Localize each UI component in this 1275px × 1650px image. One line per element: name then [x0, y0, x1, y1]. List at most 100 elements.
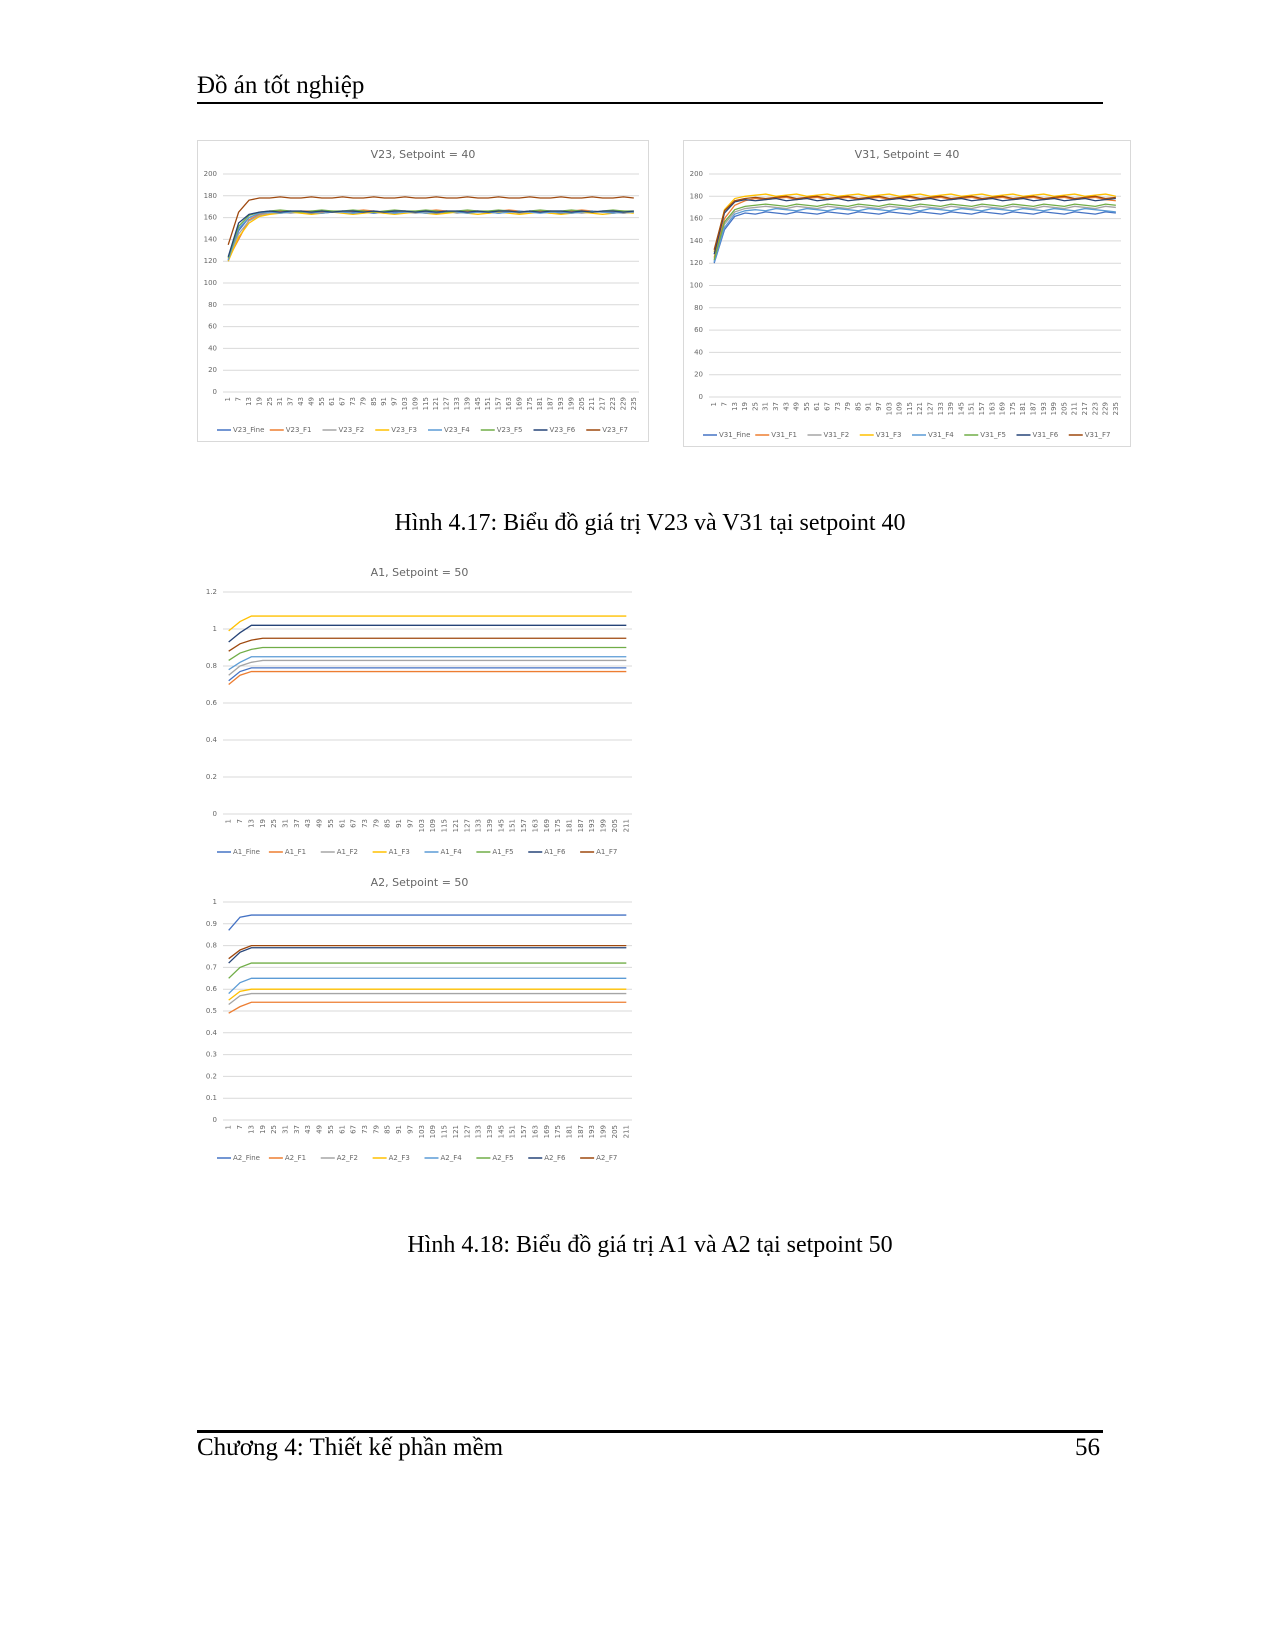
y-tick-label: 0.3 — [206, 1051, 217, 1059]
legend-label: A1_F4 — [441, 848, 463, 856]
legend-label: A1_F2 — [337, 848, 358, 856]
x-tick-label: 157 — [495, 397, 503, 410]
x-tick-label: 193 — [588, 819, 596, 832]
legend-label: V23_F4 — [444, 426, 470, 434]
x-tick-label: 43 — [782, 402, 790, 411]
x-tick-label: 97 — [391, 397, 399, 406]
chart-title: A2, Setpoint = 50 — [371, 876, 469, 889]
series-line — [228, 914, 627, 931]
x-tick-label: 61 — [813, 402, 821, 411]
x-tick-label: 211 — [622, 819, 630, 832]
series-line — [228, 667, 627, 682]
x-tick-label: 133 — [475, 1125, 483, 1138]
series-line — [228, 992, 627, 1005]
caption: Hình 4.18: Biểu đồ giá trị A1 và A2 tại … — [407, 1232, 893, 1258]
x-tick-label: 127 — [463, 1125, 471, 1138]
series-line — [228, 615, 627, 632]
x-tick-label: 151 — [484, 397, 492, 410]
legend-label: V31_F1 — [771, 431, 797, 439]
x-tick-label: 163 — [531, 819, 539, 832]
chart-border — [683, 140, 1131, 447]
x-tick-label: 91 — [865, 402, 873, 411]
x-tick-label: 61 — [338, 1125, 346, 1134]
chart-border — [197, 140, 649, 442]
legend-label: A1_Fine — [233, 848, 260, 856]
legend-label: A1_F5 — [492, 848, 513, 856]
chart: A2, Setpoint = 50 0 0.1 0.2 0.3 0.4 0.5 0.6 0.7 0… — [206, 876, 632, 1162]
x-tick-label: 157 — [978, 402, 986, 415]
x-tick-label: 103 — [418, 819, 426, 832]
x-tick-label: 139 — [486, 1125, 494, 1138]
x-tick-label: 187 — [547, 397, 555, 410]
legend-label: V31_F4 — [928, 431, 954, 439]
x-tick-label: 163 — [505, 397, 513, 410]
y-tick-label: 60 — [208, 323, 217, 331]
y-tick-label: 0.7 — [206, 963, 217, 971]
legend-label: A2_F4 — [441, 1154, 463, 1162]
x-tick-label: 235 — [1112, 402, 1120, 415]
x-tick-label: 169 — [515, 397, 523, 410]
series-line — [228, 637, 627, 652]
x-tick-label: 229 — [1102, 402, 1110, 415]
x-tick-label: 1 — [225, 819, 233, 823]
legend-label: A2_F3 — [389, 1154, 410, 1162]
x-tick-label: 193 — [557, 397, 565, 410]
legend-label: A1_F7 — [596, 848, 617, 856]
x-tick-label: 55 — [318, 397, 326, 406]
x-tick-label: 25 — [270, 819, 278, 828]
y-tick-label: 120 — [690, 259, 703, 267]
series-line — [228, 646, 627, 661]
x-tick-label: 19 — [259, 1125, 267, 1134]
x-tick-label: 217 — [1081, 402, 1089, 415]
x-tick-label: 97 — [406, 819, 414, 828]
y-tick-label: 160 — [690, 215, 703, 223]
x-tick-label: 223 — [609, 397, 617, 410]
legend-label: V23_F3 — [391, 426, 417, 434]
y-tick-label: 140 — [204, 235, 217, 243]
x-tick-label: 79 — [359, 397, 367, 406]
x-tick-label: 199 — [600, 1125, 608, 1138]
legend-label: A2_F7 — [596, 1154, 617, 1162]
x-tick-label: 169 — [543, 1125, 551, 1138]
x-tick-label: 37 — [287, 397, 295, 406]
x-tick-label: 67 — [823, 402, 831, 411]
x-tick-label: 109 — [411, 397, 419, 410]
x-tick-label: 115 — [906, 402, 914, 415]
x-tick-label: 211 — [1071, 402, 1079, 415]
x-tick-label: 139 — [947, 402, 955, 415]
legend-label: A2_F2 — [337, 1154, 358, 1162]
y-tick-label: 0.8 — [206, 662, 217, 670]
x-tick-label: 205 — [611, 819, 619, 832]
legend-label: A2_Fine — [233, 1154, 260, 1162]
x-tick-label: 25 — [270, 1125, 278, 1134]
x-tick-label: 187 — [1029, 402, 1037, 415]
x-tick-label: 145 — [957, 402, 965, 415]
y-tick-label: 0.8 — [206, 942, 217, 950]
y-tick-label: 0.4 — [206, 736, 218, 744]
y-tick-label: 180 — [690, 192, 703, 200]
x-tick-label: 91 — [380, 397, 388, 406]
legend-label: V23_F2 — [339, 426, 365, 434]
legend-label: V23_Fine — [233, 426, 264, 434]
x-tick-label: 139 — [463, 397, 471, 410]
x-tick-label: 43 — [304, 819, 312, 828]
x-tick-label: 109 — [429, 819, 437, 832]
x-tick-label: 145 — [497, 819, 505, 832]
x-tick-label: 181 — [566, 819, 574, 832]
y-tick-label: 20 — [208, 366, 217, 374]
x-tick-label: 13 — [245, 397, 253, 406]
chart: V23, Setpoint = 40 0 20 40 60 80 100 120 140 160 1… — [197, 140, 649, 442]
x-tick-label: 49 — [316, 819, 324, 828]
x-tick-label: 121 — [452, 819, 460, 832]
x-tick-label: 181 — [536, 397, 544, 410]
series-line — [228, 670, 627, 686]
x-tick-label: 79 — [844, 402, 852, 411]
series-line — [228, 947, 627, 964]
series-line — [713, 211, 1116, 264]
x-tick-label: 19 — [255, 397, 263, 406]
x-tick-label: 97 — [406, 1125, 414, 1134]
legend-label: A1_F6 — [544, 848, 566, 856]
x-tick-label: 7 — [235, 397, 243, 401]
x-tick-label: 121 — [452, 1125, 460, 1138]
